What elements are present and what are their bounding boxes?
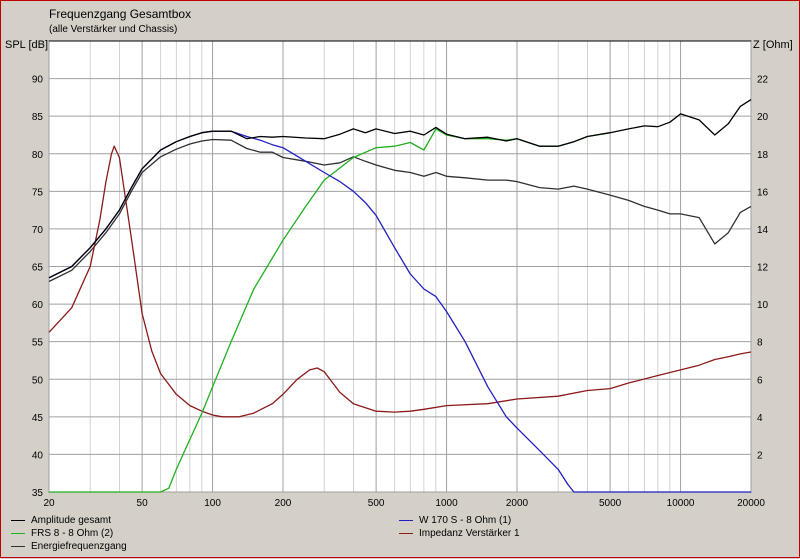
x-tick-label: 500 xyxy=(368,498,385,509)
x-tick-label: 2000 xyxy=(506,498,529,509)
x-tick-label: 100 xyxy=(204,498,221,509)
x-tick-label: 5000 xyxy=(599,498,622,509)
y-tick-label-right: 14 xyxy=(757,225,769,236)
series-line-amplitude-gesamt xyxy=(48,99,752,279)
y-tick-label-left: 80 xyxy=(32,150,44,161)
x-tick-label: 10000 xyxy=(667,498,695,509)
y-tick-label-left: 45 xyxy=(32,413,44,424)
y-tick-label-right: 8 xyxy=(757,338,763,349)
y-tick-label-right: 20 xyxy=(757,112,769,123)
y-tick-label-left: 35 xyxy=(32,488,44,499)
y-tick-label-right: 2 xyxy=(757,450,763,461)
x-tick-label: 20000 xyxy=(737,498,765,509)
y-axis-label-right: Z [Ohm] xyxy=(753,39,793,51)
y-tick-label-left: 40 xyxy=(32,450,44,461)
y-tick-label-right: 10 xyxy=(757,300,769,311)
legend-entry-amplitude: Amplitude gesamt xyxy=(11,515,111,526)
legend-swatch xyxy=(11,533,25,534)
legend-label: Amplitude gesamt xyxy=(31,515,112,526)
x-tick-label: 20 xyxy=(43,498,55,509)
legend-label: Energiefrequenzgang xyxy=(31,541,127,552)
x-tick-label: 200 xyxy=(275,498,292,509)
y-tick-label-right: 6 xyxy=(757,375,763,386)
legend-swatch xyxy=(11,520,25,521)
y-tick-label-right: 12 xyxy=(757,263,769,274)
y-tick-label-left: 55 xyxy=(32,338,44,349)
legend-label: Impedanz Verstärker 1 xyxy=(419,528,520,539)
legend-label: FRS 8 - 8 Ohm (2) xyxy=(31,528,114,539)
y-tick-label-right: 18 xyxy=(757,150,769,161)
y-tick-label-left: 75 xyxy=(32,187,44,198)
y-tick-label-right: 22 xyxy=(757,75,769,86)
y-tick-label-left: 70 xyxy=(32,225,44,236)
x-tick-label: 1000 xyxy=(435,498,458,509)
y-tick-label-left: 50 xyxy=(32,375,44,386)
legend-entry-frs8: FRS 8 - 8 Ohm (2) xyxy=(11,528,113,539)
y-axis-label-left: SPL [dB] xyxy=(5,39,49,51)
y-tick-label-left: 85 xyxy=(32,112,44,123)
legend-entry-impedance: Impedanz Verstärker 1 xyxy=(399,528,520,539)
legend-swatch xyxy=(399,533,413,534)
legend-entry-energy: Energiefrequenzgang xyxy=(11,541,127,552)
legend-swatch xyxy=(11,546,25,547)
legend-entry-w170s: W 170 S - 8 Ohm (1) xyxy=(399,515,511,526)
y-tick-label-left: 65 xyxy=(32,263,44,274)
x-tick-label: 50 xyxy=(137,498,149,509)
legend-swatch xyxy=(399,520,413,521)
chart-subtitle: (alle Verstärker und Chassis) xyxy=(49,24,178,35)
legend-label: W 170 S - 8 Ohm (1) xyxy=(419,515,512,526)
chart-title: Frequenzgang Gesamtbox xyxy=(49,7,192,21)
y-tick-label-left: 60 xyxy=(32,300,44,311)
series-line-energiefrequenzgang xyxy=(48,138,752,283)
y-tick-label-right: 4 xyxy=(757,413,763,424)
y-tick-label-left: 90 xyxy=(32,75,44,86)
y-tick-label-right: 16 xyxy=(757,187,769,198)
